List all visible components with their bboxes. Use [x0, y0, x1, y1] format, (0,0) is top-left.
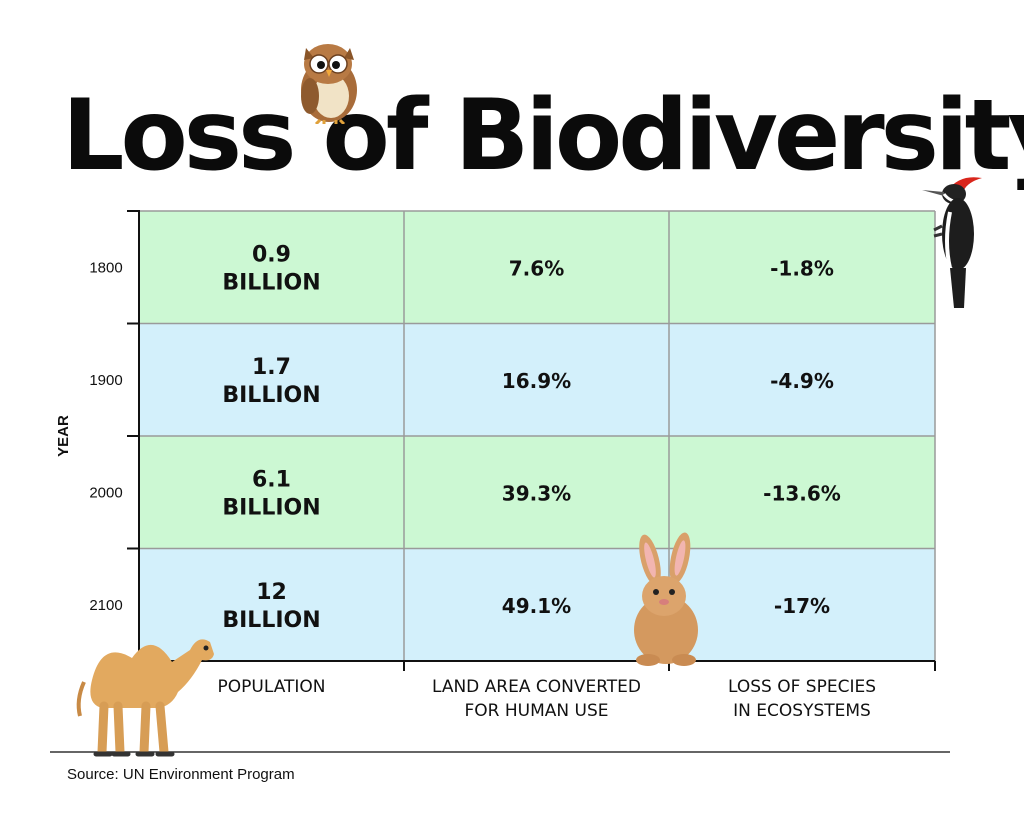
y-tick-label: 2100 — [89, 597, 122, 614]
cell-value: BILLION — [222, 608, 320, 633]
cell-value: 16.9% — [502, 369, 571, 393]
source-note: Source: UN Environment Program — [67, 766, 295, 783]
cell-value: 0.9 — [252, 242, 291, 267]
cell-value: 12 — [256, 580, 287, 605]
cell-value: 39.3% — [502, 481, 571, 505]
y-tick-label: 1800 — [89, 259, 122, 276]
row-background-1800 — [139, 211, 935, 324]
cell-value: 6.1 — [252, 467, 291, 492]
rabbit-icon — [634, 532, 698, 666]
cell-value: BILLION — [222, 495, 320, 520]
page-title: Loss of Biodiversity — [62, 79, 1024, 193]
cell-value: 1.7 — [252, 355, 291, 380]
y-tick-label: 1900 — [89, 372, 122, 389]
cell-value: -17% — [774, 594, 830, 618]
y-tick-label: 2000 — [89, 484, 122, 501]
column-label: IN ECOSYSTEMS — [733, 701, 871, 721]
cell-value: 7.6% — [509, 256, 564, 280]
y-axis-label: YEAR — [55, 415, 72, 457]
cell-value: BILLION — [222, 270, 320, 295]
row-background-2000 — [139, 436, 935, 549]
column-label: LAND AREA CONVERTED — [432, 677, 641, 697]
cell-value: -4.9% — [770, 369, 834, 393]
cell-value: BILLION — [222, 383, 320, 408]
row-background-1900 — [139, 323, 935, 436]
cell-value: 49.1% — [502, 594, 571, 618]
cell-value: -1.8% — [770, 256, 834, 280]
column-label: POPULATION — [218, 677, 326, 697]
column-label: FOR HUMAN USE — [465, 701, 609, 721]
column-label: LOSS OF SPECIES — [728, 677, 876, 697]
camel-icon — [76, 639, 214, 757]
woodpecker-icon — [922, 177, 982, 308]
row-background-2100 — [139, 548, 935, 661]
cell-value: -13.6% — [763, 481, 841, 505]
owl-icon — [301, 44, 357, 124]
